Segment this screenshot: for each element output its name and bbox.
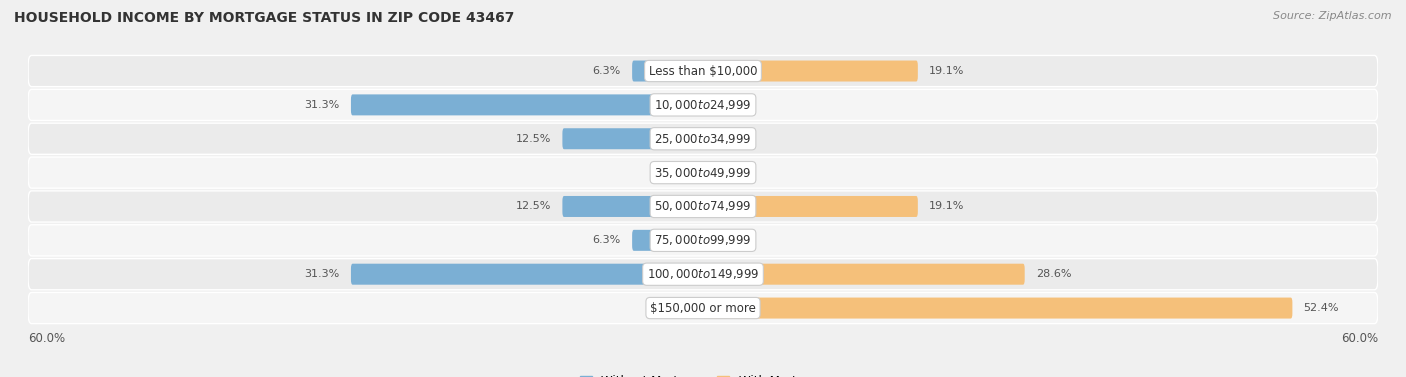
Text: HOUSEHOLD INCOME BY MORTGAGE STATUS IN ZIP CODE 43467: HOUSEHOLD INCOME BY MORTGAGE STATUS IN Z… — [14, 11, 515, 25]
FancyBboxPatch shape — [633, 230, 703, 251]
Text: 6.3%: 6.3% — [593, 235, 621, 245]
Text: 52.4%: 52.4% — [1303, 303, 1339, 313]
Text: 19.1%: 19.1% — [929, 201, 965, 211]
Text: 0.0%: 0.0% — [714, 100, 742, 110]
Text: 60.0%: 60.0% — [1341, 333, 1378, 345]
FancyBboxPatch shape — [703, 61, 918, 81]
FancyBboxPatch shape — [703, 196, 918, 217]
Text: 60.0%: 60.0% — [28, 333, 65, 345]
Text: 6.3%: 6.3% — [593, 66, 621, 76]
FancyBboxPatch shape — [28, 191, 1378, 222]
Text: 28.6%: 28.6% — [1036, 269, 1071, 279]
Text: 0.0%: 0.0% — [714, 168, 742, 178]
Text: $35,000 to $49,999: $35,000 to $49,999 — [654, 166, 752, 179]
Text: $50,000 to $74,999: $50,000 to $74,999 — [654, 199, 752, 213]
Text: $100,000 to $149,999: $100,000 to $149,999 — [647, 267, 759, 281]
FancyBboxPatch shape — [28, 157, 1378, 188]
Text: Source: ZipAtlas.com: Source: ZipAtlas.com — [1274, 11, 1392, 21]
Text: 0.0%: 0.0% — [714, 134, 742, 144]
FancyBboxPatch shape — [352, 264, 703, 285]
Text: 0.0%: 0.0% — [664, 303, 692, 313]
Text: 12.5%: 12.5% — [516, 134, 551, 144]
Text: $150,000 or more: $150,000 or more — [650, 302, 756, 314]
Text: 31.3%: 31.3% — [305, 100, 340, 110]
FancyBboxPatch shape — [703, 264, 1025, 285]
Text: $25,000 to $34,999: $25,000 to $34,999 — [654, 132, 752, 146]
FancyBboxPatch shape — [28, 89, 1378, 121]
Text: 31.3%: 31.3% — [305, 269, 340, 279]
FancyBboxPatch shape — [28, 123, 1378, 154]
FancyBboxPatch shape — [28, 225, 1378, 256]
FancyBboxPatch shape — [352, 94, 703, 115]
FancyBboxPatch shape — [28, 259, 1378, 290]
FancyBboxPatch shape — [28, 55, 1378, 87]
FancyBboxPatch shape — [562, 128, 703, 149]
Text: 19.1%: 19.1% — [929, 66, 965, 76]
FancyBboxPatch shape — [703, 297, 1292, 319]
Text: Less than $10,000: Less than $10,000 — [648, 64, 758, 78]
Text: 0.0%: 0.0% — [664, 168, 692, 178]
Text: 0.0%: 0.0% — [714, 235, 742, 245]
FancyBboxPatch shape — [633, 61, 703, 81]
Legend: Without Mortgage, With Mortgage: Without Mortgage, With Mortgage — [581, 375, 825, 377]
FancyBboxPatch shape — [562, 196, 703, 217]
Text: 12.5%: 12.5% — [516, 201, 551, 211]
Text: $75,000 to $99,999: $75,000 to $99,999 — [654, 233, 752, 247]
Text: $10,000 to $24,999: $10,000 to $24,999 — [654, 98, 752, 112]
FancyBboxPatch shape — [28, 293, 1378, 323]
